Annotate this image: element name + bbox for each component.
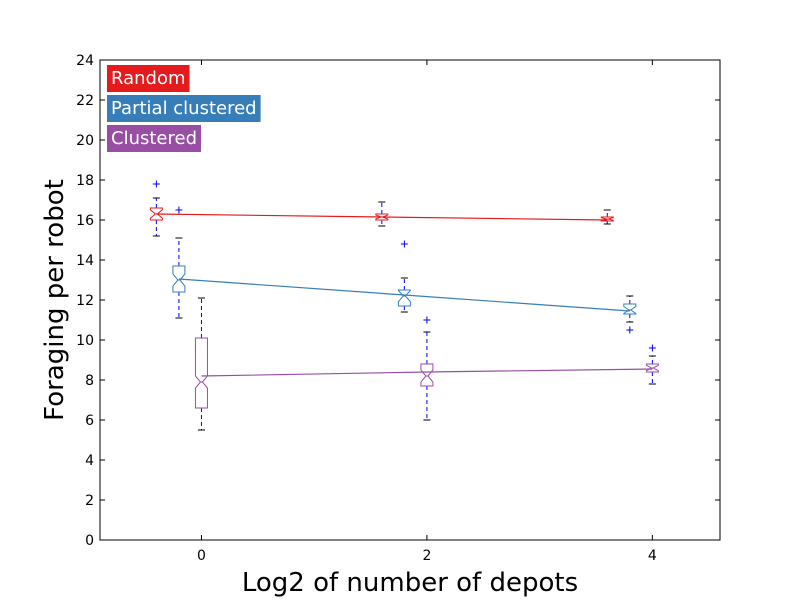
legend-swatch [107,95,261,122]
y-tick-label: 0 [85,533,94,549]
y-tick-label: 8 [85,373,94,389]
y-tick-label: 18 [76,173,94,189]
x-tick-label: 0 [197,548,206,564]
series-2 [194,297,659,431]
y-tick-label: 2 [85,493,94,509]
legend-swatch [107,125,201,152]
box [397,289,411,307]
legend-label: Clustered [111,128,197,149]
box [149,207,163,221]
y-tick-label: 22 [76,93,94,109]
flier-point [152,180,160,188]
series-1 [172,206,637,334]
box [420,363,434,387]
legend-swatch [107,65,190,92]
box [172,265,186,293]
box [194,337,208,409]
y-tick-label: 14 [76,253,94,269]
series-0 [149,180,614,237]
box [375,213,389,221]
flier-point [175,206,183,214]
x-tick-label: 2 [422,548,431,564]
y-tick-label: 24 [76,53,94,69]
flier-point [423,316,431,324]
box [600,216,614,222]
y-tick-label: 12 [76,293,94,309]
y-axis-title: Foraging per robot [40,179,70,421]
trend-line [178,278,630,312]
x-tick-label: 4 [648,548,657,564]
y-tick-label: 4 [85,453,94,469]
legend: Random Partial clustered Clustered [107,65,261,152]
x-axis-title: Log2 of number of depots [242,568,578,598]
y-tick-label: 6 [85,413,94,429]
y-tick-label: 10 [76,333,94,349]
plot-marks [149,180,659,431]
box [623,303,637,315]
y-tick-label: 16 [76,213,94,229]
flier-point [648,344,656,352]
y-tick-label: 20 [76,133,94,149]
box [645,363,659,373]
flier-point [626,326,634,334]
legend-label: Random [111,68,186,89]
trend-line [201,368,653,377]
flier-point [400,240,408,248]
legend-label: Partial clustered [111,98,257,119]
